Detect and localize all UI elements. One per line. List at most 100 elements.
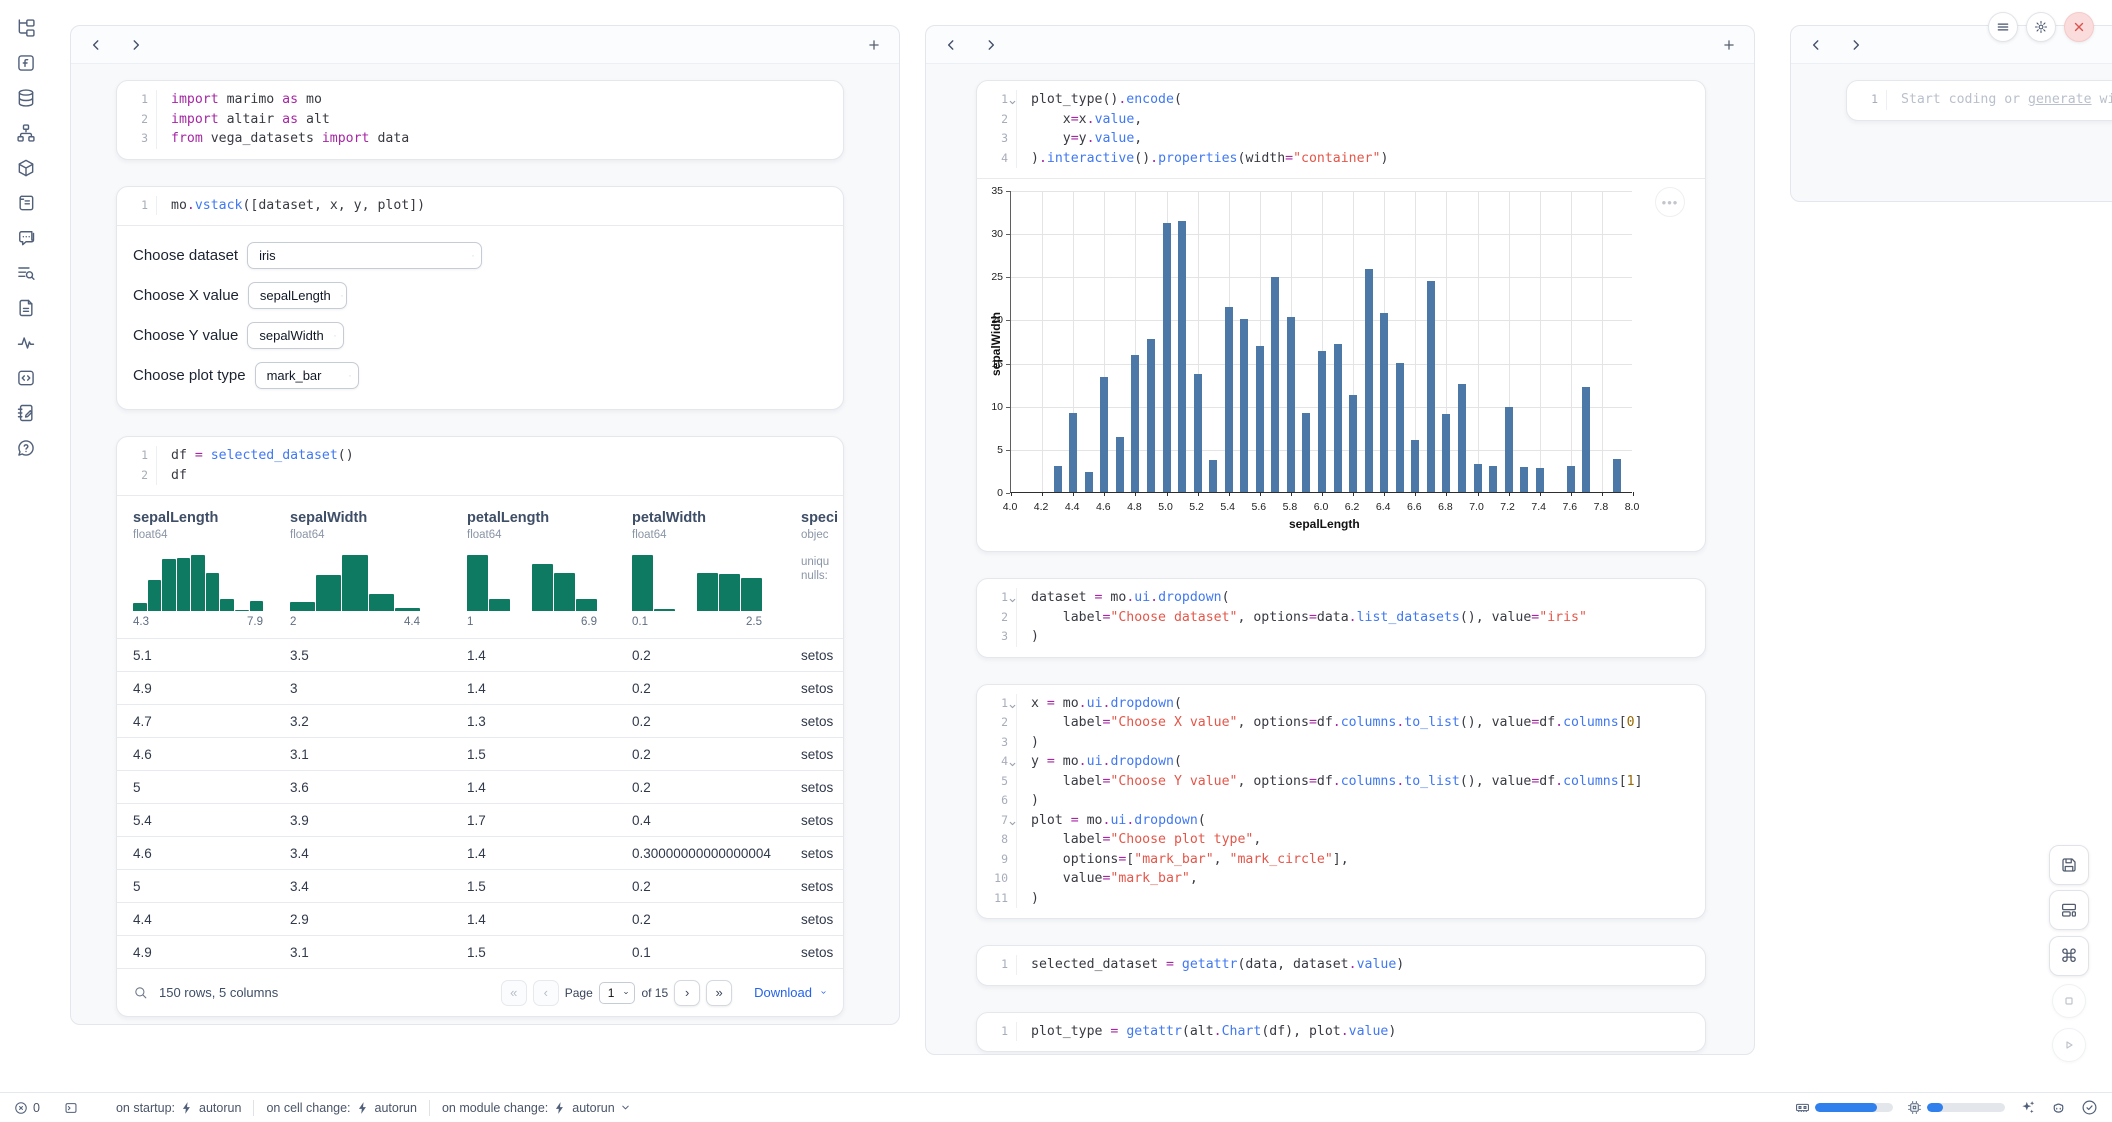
ai-assistant-button[interactable] [2019, 1099, 2036, 1116]
chevron-right-button[interactable] [980, 34, 1002, 56]
on-cell-change-config[interactable]: on cell change: autorun [254, 1101, 429, 1115]
line-number: 2 [117, 110, 157, 130]
code-line: 2 label="Choose dataset", options=data.l… [977, 608, 1705, 628]
table-row[interactable]: 4.63.41.40.30000000000000004setos [117, 836, 843, 869]
search-icon[interactable] [133, 985, 148, 1000]
cell-code-editor[interactable]: 1import marimo as mo2import altair as al… [117, 81, 843, 159]
sidebar-snippets-icon[interactable] [16, 368, 36, 388]
on-startup-config[interactable]: on startup: autorun [104, 1101, 253, 1115]
sidebar-documentation-icon[interactable] [16, 298, 36, 318]
last-page-button[interactable]: » [706, 980, 732, 1006]
layout-button[interactable] [2049, 890, 2089, 930]
sidebar-file-tree-icon[interactable] [16, 18, 36, 38]
x-tick-mark [1353, 492, 1354, 496]
table-cell: 3.4 [274, 846, 451, 861]
chevron-left-button[interactable] [1805, 34, 1827, 56]
table-column-header[interactable]: petalLengthfloat6416.9 [451, 496, 616, 638]
cell-code-editor[interactable]: 1dataset = mo.ui.dropdown(2 label="Choos… [977, 579, 1705, 657]
sidebar-chat-bot-icon[interactable] [16, 228, 36, 248]
cell-code-editor[interactable]: 1df = selected_dataset()2df [117, 437, 843, 495]
terminal-button[interactable] [52, 1101, 90, 1115]
copilot-button[interactable] [2050, 1099, 2067, 1116]
chevron-left-button[interactable] [940, 34, 962, 56]
table-row[interactable]: 4.63.11.50.2setos [117, 737, 843, 770]
fold-chevron-icon[interactable] [1008, 756, 1017, 765]
code-line: 11) [977, 889, 1705, 909]
table-row[interactable]: 4.931.40.2setos [117, 671, 843, 704]
column-name: sepalWidth [290, 510, 451, 526]
table-row[interactable]: 5.43.91.70.4setos [117, 803, 843, 836]
fold-chevron-icon[interactable] [1008, 698, 1017, 707]
fold-chevron-icon[interactable] [1008, 815, 1017, 824]
on-module-change-config[interactable]: on module change: autorun [430, 1101, 643, 1115]
prev-page-button[interactable]: ‹ [533, 980, 559, 1006]
notebook-menu-button[interactable] [1988, 12, 2018, 42]
ram-meter [1815, 1103, 1893, 1112]
table-column-header[interactable]: sepalWidthfloat6424.4 [274, 496, 451, 638]
notebook-cell-plot-type[interactable]: 1plot_type = getattr(alt.Chart(df), plot… [976, 1012, 1706, 1053]
settings-button[interactable] [2026, 12, 2056, 42]
chart-actions-button[interactable]: ••• [1655, 187, 1685, 217]
table-column-header[interactable]: speciobjecuniqunulls: [785, 496, 843, 638]
sidebar-function-icon[interactable] [16, 53, 36, 73]
table-row[interactable]: 53.41.50.2setos [117, 869, 843, 902]
cell-code-editor[interactable]: 1Start coding or generate with AI. [1847, 81, 2112, 120]
chevron-right-button[interactable] [1845, 34, 1867, 56]
shortcuts-button[interactable]: ⌘ [2049, 936, 2089, 976]
sidebar-tracing-icon[interactable] [16, 333, 36, 353]
next-page-button[interactable]: › [674, 980, 700, 1006]
add-cell-button[interactable] [863, 34, 885, 56]
code-line: 6) [977, 791, 1705, 811]
sidebar-package-icon[interactable] [16, 158, 36, 178]
table-column-header[interactable]: sepalLengthfloat644.37.9 [117, 496, 274, 638]
cpu-meter [1927, 1103, 2005, 1112]
sidebar-scratchpad-icon[interactable] [16, 403, 36, 423]
cell-code-editor[interactable]: 1mo.vstack([dataset, x, y, plot]) [117, 187, 843, 226]
notebook-cell-dataset-dropdown[interactable]: 1dataset = mo.ui.dropdown(2 label="Choos… [976, 578, 1706, 658]
sidebar-help-icon[interactable] [16, 438, 36, 458]
table-row[interactable]: 4.93.11.50.1setos [117, 935, 843, 968]
run-button[interactable] [2052, 1028, 2086, 1062]
cell-code-editor[interactable]: 1plot_type().encode(2 x=x.value,3 y=y.va… [977, 81, 1705, 178]
errors-indicator[interactable]: 0 [0, 1101, 52, 1115]
notebook-cell-vstack[interactable]: 1mo.vstack([dataset, x, y, plot])Choose … [116, 186, 844, 411]
x-value-select[interactable]: sepalLength [248, 282, 347, 309]
notebook-cell-plot-cell[interactable]: 1plot_type().encode(2 x=x.value,3 y=y.va… [976, 80, 1706, 552]
download-button[interactable]: Download [754, 985, 827, 1000]
table-row[interactable]: 4.73.21.30.2setos [117, 704, 843, 737]
table-row[interactable]: 53.61.40.2setos [117, 770, 843, 803]
notebook-cell-dataframe[interactable]: 1df = selected_dataset()2dfsepalLengthfl… [116, 436, 844, 1017]
dataset-select[interactable]: iris [247, 242, 482, 269]
stop-button[interactable] [2052, 984, 2086, 1018]
table-row[interactable]: 5.13.51.40.2setos [117, 638, 843, 671]
sidebar-database-icon[interactable] [16, 88, 36, 108]
hamburger-icon [1996, 20, 2010, 34]
notebook-cell-scratch[interactable]: 1Start coding or generate with AI. [1846, 80, 2112, 121]
add-cell-button[interactable] [1718, 34, 1740, 56]
cell-code-editor[interactable]: 1x = mo.ui.dropdown(2 label="Choose X va… [977, 685, 1705, 919]
connection-status-button[interactable] [2081, 1099, 2098, 1116]
sidebar-list-search-icon[interactable] [16, 263, 36, 283]
y-value-select[interactable]: sepalWidth [247, 322, 344, 349]
sidebar-dependency-graph-icon[interactable] [16, 123, 36, 143]
chevron-left-button[interactable] [85, 34, 107, 56]
first-page-button[interactable]: « [501, 980, 527, 1006]
altair-chart-output[interactable]: 4.04.24.44.64.85.05.25.45.65.86.06.26.46… [977, 179, 1705, 551]
line-number: 1 [1847, 90, 1887, 110]
cell-code-editor[interactable]: 1plot_type = getattr(alt.Chart(df), plot… [977, 1013, 1705, 1052]
page-select[interactable]: 1 [599, 982, 636, 1004]
plot-type-select[interactable]: mark_bar [255, 362, 359, 389]
sidebar-logs-icon[interactable] [16, 193, 36, 213]
fold-chevron-icon[interactable] [1008, 592, 1017, 601]
notebook-cell-imports[interactable]: 1import marimo as mo2import altair as al… [116, 80, 844, 160]
notebook-cell-selected-dataset[interactable]: 1selected_dataset = getattr(data, datase… [976, 945, 1706, 986]
chevron-right-button[interactable] [125, 34, 147, 56]
save-button[interactable] [2049, 845, 2089, 885]
shutdown-button[interactable] [2064, 12, 2094, 42]
fold-chevron-icon[interactable] [1008, 94, 1017, 103]
line-number: 4 [977, 149, 1017, 169]
cell-code-editor[interactable]: 1selected_dataset = getattr(data, datase… [977, 946, 1705, 985]
notebook-cell-xy-plot-dropdowns[interactable]: 1x = mo.ui.dropdown(2 label="Choose X va… [976, 684, 1706, 920]
table-column-header[interactable]: petalWidthfloat640.12.5 [616, 496, 785, 638]
table-row[interactable]: 4.42.91.40.2setos [117, 902, 843, 935]
